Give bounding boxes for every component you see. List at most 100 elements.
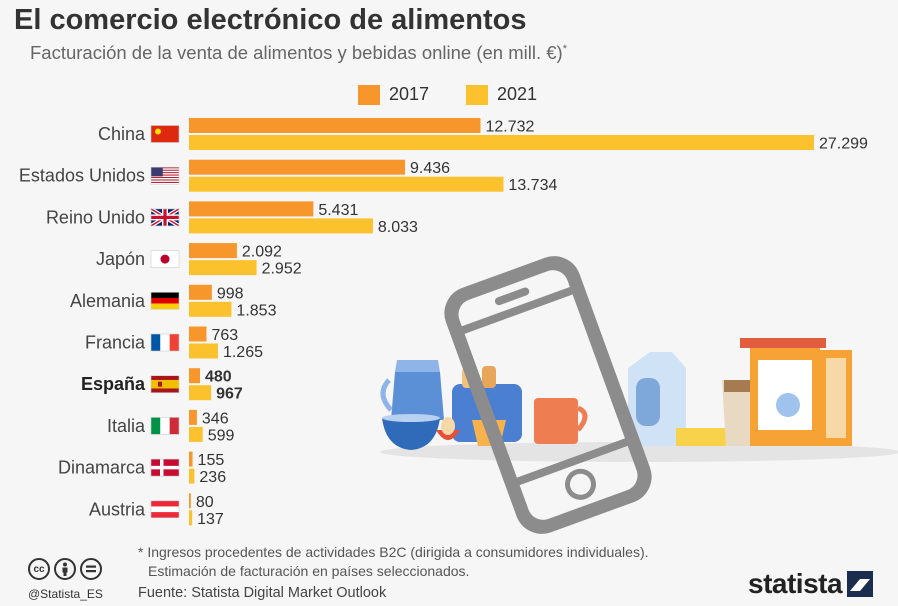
bar-china-2017	[189, 118, 481, 133]
bar-estados-unidos-2021	[189, 176, 504, 192]
flag-part	[151, 176, 179, 179]
germany-flag	[150, 291, 180, 310]
value-label-alemania-2017: 998	[217, 285, 244, 302]
category-label-japon: Japón	[96, 249, 145, 269]
license-icons: cc	[28, 558, 102, 580]
flag-border	[150, 500, 180, 519]
value-label-austria-2017: 80	[196, 494, 214, 511]
social-handle[interactable]: @Statista_ES	[28, 587, 103, 601]
category-label-reino-unido: Reino Unido	[46, 207, 145, 227]
page-subtitle: Facturación de la venta de alimentos y b…	[30, 42, 567, 64]
flag-part	[151, 169, 179, 171]
value-label-reino-unido-2017: 5.431	[318, 202, 358, 219]
bar-reino-unido-2021	[189, 218, 373, 234]
value-label-japon-2017: 2.092	[242, 244, 282, 261]
value-label-francia-2017: 763	[211, 327, 238, 344]
category-label-china: China	[98, 124, 146, 144]
flag-part	[151, 215, 179, 219]
category-label-italia: Italia	[107, 416, 146, 436]
equals-icon	[86, 565, 96, 573]
category-label-austria: Austria	[89, 499, 146, 519]
flag-part	[160, 334, 170, 351]
bar-dinamarca-2017	[189, 451, 193, 467]
denmark-flag	[150, 458, 180, 477]
value-label-japon-2021: 2.952	[262, 261, 302, 278]
value-label-estados-unidos-2021: 13.734	[508, 177, 557, 194]
flag-part	[151, 512, 179, 518]
flag-part	[151, 292, 179, 298]
bar-dinamarca-2021	[189, 468, 195, 484]
usa-flag	[150, 166, 180, 185]
source-text: Fuente: Statista Digital Market Outlook	[138, 585, 387, 601]
footnote: * Ingresos procedentes de actividades B2…	[138, 543, 649, 581]
bar-estados-unidos-2017	[189, 159, 406, 175]
flag-part	[151, 170, 179, 173]
flag-part	[160, 254, 170, 264]
flag-part	[158, 381, 162, 387]
smartphone-icon	[444, 256, 652, 534]
flag-part	[151, 506, 179, 513]
person-icon	[62, 562, 68, 576]
flag-border	[150, 250, 180, 268]
italy-flag	[150, 417, 180, 435]
flag-part	[151, 175, 179, 177]
category-label-dinamarca: Dinamarca	[58, 458, 146, 478]
bar-reino-unido-2017	[189, 201, 314, 217]
flag-part	[151, 379, 179, 389]
flag-part	[151, 181, 179, 183]
subtitle-text: Facturación de la venta de alimentos y b…	[30, 42, 563, 63]
footnote-line-2: Estimación de facturación en países sele…	[148, 563, 470, 579]
bar-espana-2017	[189, 368, 200, 384]
bar-alemania-2017	[189, 284, 212, 300]
legend-label-2017: 2017	[389, 84, 430, 104]
cc-icon[interactable]: cc	[28, 558, 50, 580]
bar-espana-2021	[189, 385, 212, 401]
flag-part	[151, 178, 179, 180]
category-label-espana: España	[81, 374, 146, 394]
legend-swatch-2017	[358, 84, 380, 105]
flag-part	[151, 167, 179, 169]
value-label-espana-2017: 480	[205, 369, 232, 386]
flag-part	[151, 168, 179, 170]
chart-bars	[189, 118, 814, 526]
value-label-dinamarca-2021: 236	[199, 469, 226, 486]
value-label-reino-unido-2021: 8.033	[378, 219, 418, 236]
flag-border	[150, 375, 180, 394]
data-labels: 12.732 27.299 9.436 13.734 5.431 8.033 2.0922.…	[196, 119, 868, 528]
bar-austria-2017	[189, 493, 191, 509]
china-flag	[150, 125, 180, 143]
value-label-espana-2021: 967	[216, 386, 243, 403]
flag-part	[151, 465, 179, 470]
value-label-china-2017: 12.732	[485, 119, 534, 136]
value-label-china-2021: 27.299	[819, 136, 868, 153]
brand-wordmark: statista	[748, 568, 843, 599]
flag-part	[151, 182, 179, 185]
bar-alemania-2021	[189, 301, 232, 317]
spain-flag	[150, 375, 180, 394]
bar-italia-2017	[189, 409, 197, 425]
bar-austria-2021	[189, 510, 193, 526]
flag-part	[151, 303, 179, 310]
flag-border	[150, 458, 180, 477]
statista-logo[interactable]: statista	[748, 568, 874, 600]
flag-part	[151, 179, 179, 181]
nd-icon[interactable]	[80, 558, 102, 580]
flag-part	[151, 173, 179, 175]
flag-part	[151, 172, 179, 174]
flag-part	[151, 334, 161, 351]
page-title: El comercio electrónico de alimentos	[14, 4, 527, 36]
bar-japon-2017	[189, 243, 237, 259]
flag-part	[151, 180, 179, 182]
category-label-alemania: Alemania	[70, 291, 146, 311]
value-label-dinamarca-2017: 155	[198, 452, 225, 469]
bar-japon-2021	[189, 260, 257, 276]
bar-china-2021	[189, 135, 814, 150]
flag-border	[150, 125, 180, 143]
bar-francia-2017	[189, 326, 207, 342]
france-flag	[150, 333, 180, 352]
flag-part	[151, 297, 179, 304]
by-icon[interactable]	[54, 558, 76, 580]
flag-part	[160, 417, 170, 435]
